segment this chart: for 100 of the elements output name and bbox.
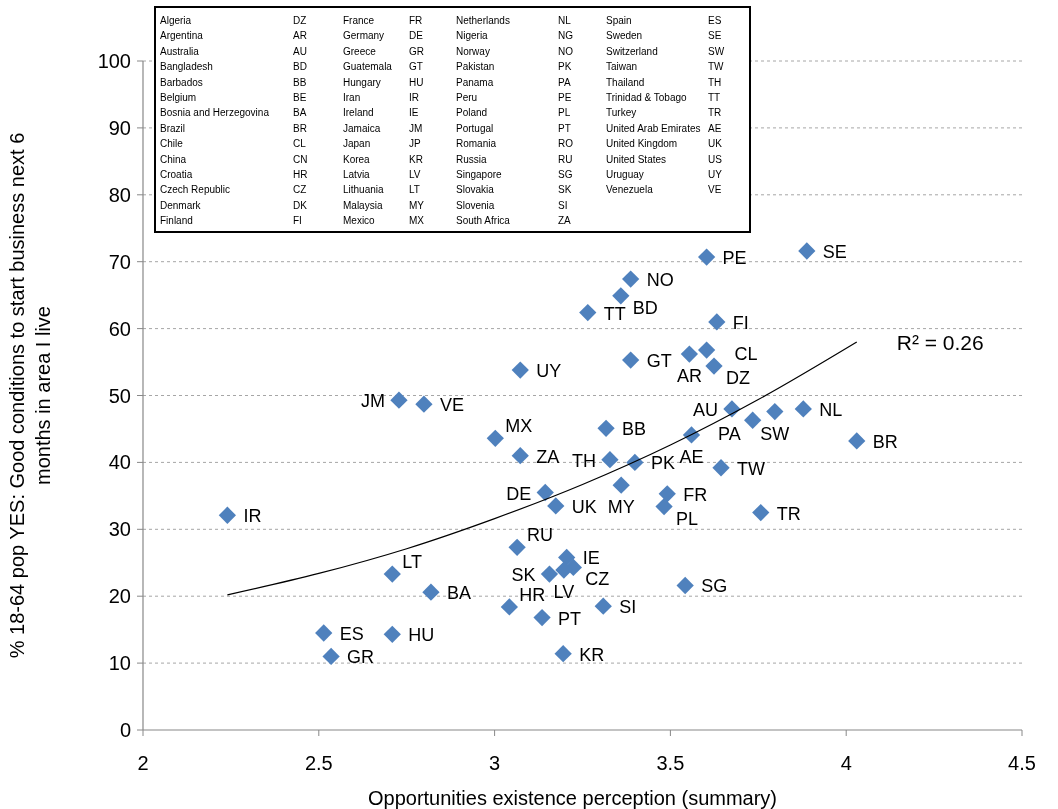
- annotation: Czech Republic: [160, 184, 231, 196]
- annotation: US: [708, 153, 723, 165]
- text: DE: [409, 30, 424, 42]
- annotation: Jamaica: [343, 122, 381, 134]
- point: [383, 565, 401, 583]
- text: GR: [409, 45, 424, 57]
- annotation: JP: [409, 138, 421, 150]
- point: [744, 411, 762, 429]
- annotation: CZ: [585, 569, 610, 590]
- point: [536, 483, 554, 502]
- annotation: VE: [708, 184, 722, 196]
- annotation: CN: [293, 153, 308, 165]
- y-tick-label: 20: [108, 585, 131, 608]
- annotation: SG: [701, 576, 728, 597]
- annotation: TR: [708, 107, 722, 119]
- point: [794, 400, 812, 418]
- annotation: CL: [293, 138, 307, 150]
- point: [697, 248, 716, 266]
- annotation: LT: [402, 552, 422, 573]
- text: FR: [409, 15, 423, 26]
- annotation: Slovakia: [456, 184, 495, 196]
- annotation: Venezuela: [606, 184, 654, 196]
- annotation: GT: [409, 61, 423, 73]
- annotation: AE: [679, 446, 704, 467]
- point: [218, 506, 237, 524]
- annotation: SW: [760, 423, 790, 444]
- text: Switzerland: [606, 45, 658, 57]
- annotation: CL: [734, 344, 758, 365]
- point: [712, 459, 730, 477]
- text: ES: [708, 15, 722, 26]
- annotation: Russia: [456, 153, 487, 165]
- annotation: Taiwan: [606, 61, 638, 73]
- annotation: IE: [582, 548, 600, 569]
- annotation: United States: [606, 153, 667, 165]
- annotation: PA: [558, 76, 571, 88]
- text: DZ: [293, 15, 307, 26]
- annotation: Uruguay: [606, 169, 644, 180]
- point: [554, 645, 572, 663]
- annotation: Trinidad & Tobago: [606, 92, 688, 103]
- annotation: GR: [347, 647, 375, 668]
- annotation: Malaysia: [343, 199, 383, 211]
- annotation: PT: [558, 122, 571, 134]
- annotation: TH: [571, 450, 596, 471]
- text: NL: [558, 15, 572, 26]
- annotation: Romania: [456, 138, 497, 150]
- annotation: SK: [558, 184, 572, 196]
- annotation: PA: [717, 424, 741, 445]
- annotation: Japan: [343, 138, 371, 150]
- annotation: MX: [505, 416, 533, 437]
- y-axis-title: % 18-64 pop YES: Good conditions to start business next 6 months in area I live: [6, 132, 54, 659]
- point: [622, 270, 640, 288]
- annotation: SI: [558, 199, 568, 211]
- annotation: Belgium: [160, 92, 197, 103]
- text: France: [343, 15, 375, 26]
- y-tick-label: 30: [108, 518, 131, 541]
- annotation: HR: [293, 169, 308, 180]
- annotation: TR: [776, 503, 801, 524]
- point: [708, 313, 726, 331]
- point: [697, 341, 716, 359]
- annotation: ZA: [558, 215, 572, 227]
- annotation: R² = 0.26: [896, 330, 984, 354]
- annotation: IR: [243, 506, 262, 527]
- annotation: PK: [558, 61, 572, 73]
- x-axis-title: Opportunities existence perception (summary): [367, 787, 778, 809]
- annotation: United Kingdom: [606, 138, 678, 150]
- annotation: Turkey: [606, 107, 637, 119]
- text: Argentina: [160, 30, 204, 42]
- annotation: MX: [409, 215, 425, 227]
- annotation: Slovenia: [456, 199, 495, 211]
- point: [655, 497, 673, 516]
- text: Netherlands: [456, 15, 510, 26]
- annotation: TT: [708, 92, 721, 103]
- y-tick-label: 40: [108, 451, 131, 474]
- x-tick-label: 4: [840, 752, 852, 774]
- annotation: RU: [558, 153, 573, 165]
- annotation: Korea: [343, 153, 371, 165]
- annotation: FI: [732, 312, 749, 333]
- point: [540, 565, 559, 583]
- annotation: Chile: [160, 138, 184, 150]
- annotation: LV: [553, 582, 575, 603]
- annotation: BD: [632, 297, 658, 318]
- point: [415, 395, 433, 413]
- y-tick-label: 50: [108, 384, 131, 407]
- point: [680, 345, 699, 363]
- annotation: BA: [293, 107, 307, 119]
- y-tick-label: 70: [108, 250, 131, 273]
- annotation: RO: [558, 138, 574, 150]
- annotation: Lithuania: [343, 184, 385, 196]
- annotation: BA: [446, 583, 471, 604]
- annotation: PL: [676, 508, 699, 529]
- point: [676, 576, 694, 595]
- annotation: JM: [409, 122, 423, 134]
- annotation: PE: [722, 248, 747, 269]
- text: Nigeria: [456, 30, 489, 42]
- y-tick-label: 80: [108, 183, 131, 206]
- annotation: HU: [409, 76, 424, 88]
- text: Germany: [343, 30, 385, 42]
- annotation: United Arab Emirates: [606, 122, 701, 134]
- point: [579, 303, 597, 322]
- annotation: AU: [692, 399, 718, 420]
